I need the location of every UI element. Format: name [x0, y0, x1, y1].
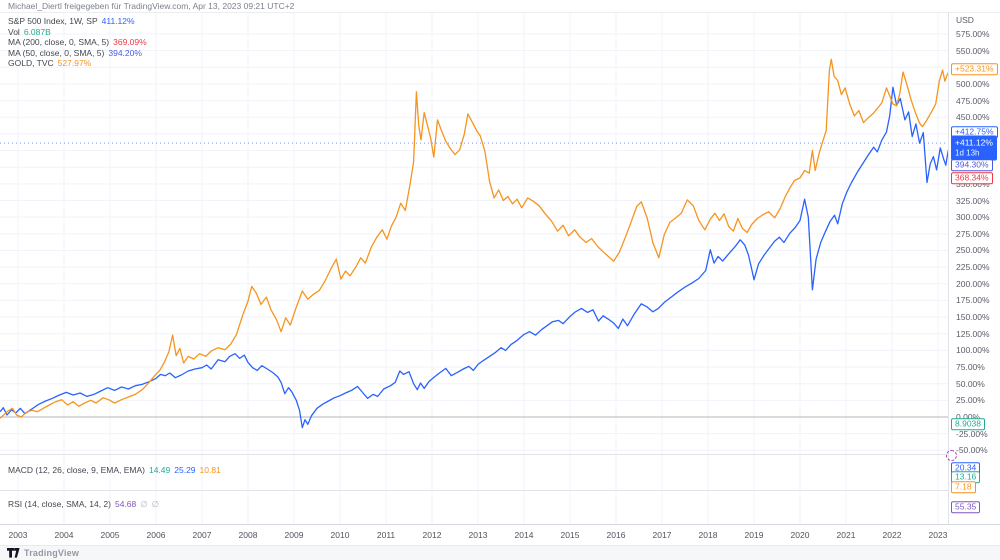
year-label: 2008 [238, 530, 258, 540]
legend-value: 394.20% [108, 47, 142, 58]
time-scale[interactable]: 2003 2004 2005 2006 2007 2008 2009 2010 2011 2012… [0, 524, 1000, 545]
price-scale-label: 0.00% [956, 412, 981, 422]
price-scale-label: 25.00% [956, 395, 985, 406]
price-scale-label: 500.00% [956, 78, 990, 89]
price-scale-label: 475.00% [956, 95, 990, 106]
year-label: 2004 [54, 530, 74, 540]
rsi-values: 54.68 ∅ ∅ [111, 499, 159, 509]
year-label: 2022 [882, 530, 902, 540]
macd-legend[interactable]: MACD (12, 26, close, 9, EMA, EMA) 14.49 25… [8, 465, 221, 475]
price-scale-label: 100.00% [956, 345, 990, 356]
legend-row-2[interactable]: MA (200, close, 0, SMA, 5) 369.09% [8, 37, 147, 48]
price-scale-label: 150.00% [956, 312, 990, 323]
macd-values: 14.49 25.29 10.81 [145, 465, 221, 475]
price-scale-label: 325.00% [956, 195, 990, 206]
pane-separator-rsi[interactable] [0, 490, 1000, 491]
rsi-value: 54.68 [114, 499, 137, 509]
symbol-legend[interactable]: S&P 500 Index, 1W, SP 411.12% Vol 6.087B MA … [8, 16, 147, 69]
gold-series-line[interactable] [0, 58, 952, 419]
macd-value: 14.49 [148, 465, 171, 475]
tradingview-brand[interactable]: TradingView [24, 548, 80, 558]
price-scale-label: -50.00% [956, 445, 988, 456]
loading-spinner-icon [946, 450, 957, 461]
share-header: Michael_Diertl freigegeben für TradingVi… [0, 0, 1000, 13]
rsi-legend[interactable]: RSI (14, close, SMA, 14, 2) 54.68 ∅ ∅ [8, 499, 159, 510]
rsi-value: ∅ [140, 499, 148, 509]
price-badge[interactable]: +523.31% [951, 63, 998, 75]
year-label: 2023 [928, 530, 948, 540]
year-label: 2010 [330, 530, 350, 540]
price-scale-label: 575.00% [956, 28, 990, 39]
price-scale-label: 300.00% [956, 212, 990, 223]
sp500-series-line[interactable] [0, 86, 952, 429]
tradingview-logo-icon[interactable] [7, 548, 20, 558]
year-label: 2019 [744, 530, 764, 540]
legend-row-1[interactable]: Vol 6.087B [8, 27, 147, 38]
legend-value: 527.97% [57, 58, 92, 68]
rsi-label: RSI (14, close, SMA, 14, 2) [8, 499, 111, 509]
price-scale-label: 75.00% [956, 362, 985, 373]
price-badge[interactable]: 368.34% [951, 172, 993, 184]
price-badge[interactable]: +411.12% 1d 13h [951, 135, 997, 161]
price-scale-label: 225.00% [956, 262, 990, 273]
legend-label: GOLD, TVC [8, 58, 54, 68]
price-scale[interactable]: USD 575.00% 550.00% 500.00% 475.00% 450.00% 3… [946, 13, 1000, 524]
legend-value: 369.09% [113, 37, 147, 47]
rsi-value: ∅ [151, 499, 160, 509]
currency-label: USD [956, 15, 974, 25]
legend-label: MA (200, close, 0, SMA, 5) [8, 37, 110, 47]
year-label: 2015 [560, 530, 580, 540]
price-scale-label: -25.00% [956, 428, 988, 439]
price-badge[interactable]: 7.18 [951, 481, 976, 493]
footer-bar: TradingView [0, 545, 1000, 560]
bar-countdown: 1d 13h [955, 148, 980, 157]
price-scale-label: 50.00% [956, 378, 985, 389]
year-label: 2009 [284, 530, 304, 540]
year-label: 2020 [790, 530, 810, 540]
year-label: 2018 [698, 530, 718, 540]
macd-label: MACD (12, 26, close, 9, EMA, EMA) [8, 465, 145, 475]
year-label: 2021 [836, 530, 856, 540]
year-label: 2006 [146, 530, 166, 540]
legend-row-0[interactable]: S&P 500 Index, 1W, SP 411.12% [8, 16, 147, 27]
price-scale-border [948, 13, 949, 524]
legend-label: Vol [8, 26, 20, 37]
price-scale-label: 350.00% [956, 178, 990, 189]
price-scale-label: 450.00% [956, 112, 990, 123]
year-label: 2012 [422, 530, 442, 540]
legend-label: S&P 500 Index, 1W, SP [8, 16, 98, 26]
legend-label: MA (50, close, 0, SMA, 5) [8, 47, 105, 58]
year-label: 2017 [652, 530, 672, 540]
price-scale-label: 550.00% [956, 45, 990, 56]
macd-value: 25.29 [174, 465, 196, 475]
year-label: 2016 [606, 530, 626, 540]
macd-value: 10.81 [199, 465, 221, 475]
price-scale-label: 275.00% [956, 228, 990, 239]
legend-row-4[interactable]: GOLD, TVC 527.97% [8, 58, 147, 69]
price-badge[interactable]: 55.35 [951, 501, 981, 513]
price-scale-label: 250.00% [956, 245, 990, 256]
price-badge[interactable]: 394.30% [951, 159, 993, 171]
year-label: 2007 [192, 530, 212, 540]
year-label: 2013 [468, 530, 488, 540]
year-label: 2005 [100, 530, 120, 540]
year-label: 2003 [8, 530, 28, 540]
chart-canvas[interactable] [0, 13, 952, 524]
price-badge[interactable]: 8.9038 [951, 418, 985, 430]
legend-row-3[interactable]: MA (50, close, 0, SMA, 5) 394.20% [8, 48, 147, 59]
legend-value: 6.087B [23, 26, 51, 37]
price-scale-label: 125.00% [956, 328, 990, 339]
year-label: 2011 [376, 530, 396, 540]
price-scale-label: 175.00% [956, 295, 990, 306]
legend-value: 411.12% [101, 16, 135, 26]
pane-separator-macd[interactable] [0, 454, 1000, 455]
price-scale-label: 200.00% [956, 278, 990, 289]
year-label: 2014 [514, 530, 534, 540]
